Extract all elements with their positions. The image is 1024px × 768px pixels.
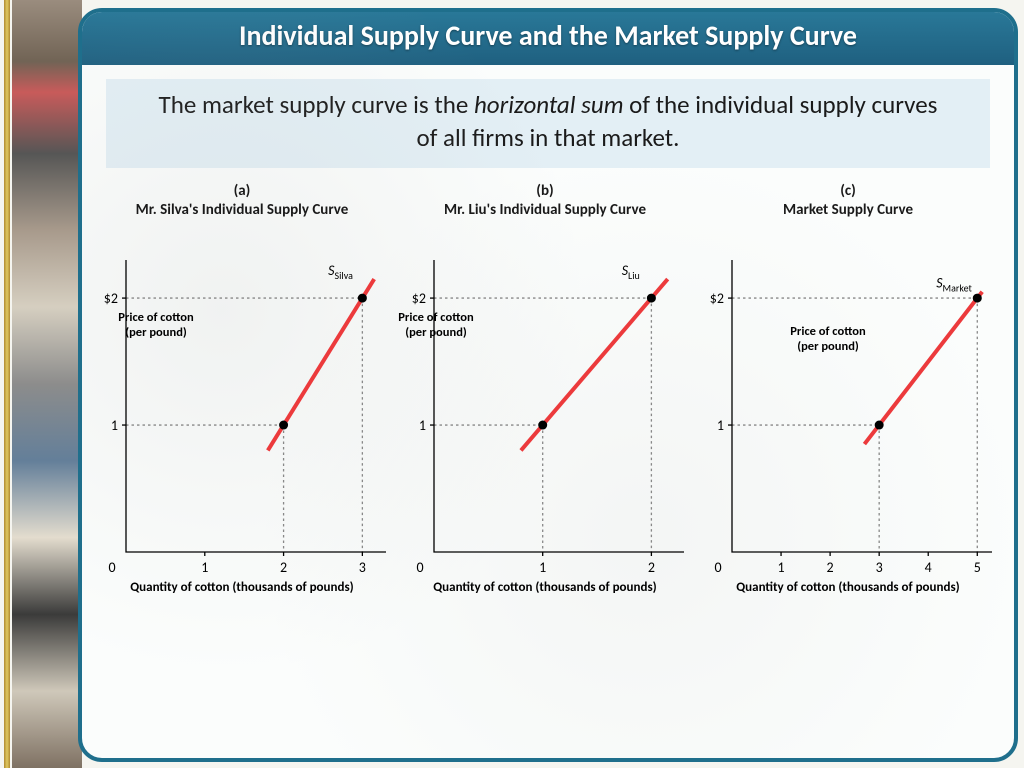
svg-text:4: 4 (925, 559, 932, 576)
svg-text:2: 2 (648, 559, 655, 576)
svg-text:2: 2 (280, 559, 287, 576)
subtitle-pre: The market supply curve is the (159, 89, 474, 120)
svg-text:1: 1 (201, 559, 208, 576)
chart-c: (c)Market Supply Curve Price of cotton (p… (698, 182, 998, 596)
x-axis-label: Quantity of cotton (thousands of pounds) (698, 580, 998, 596)
chart-title: (a)Mr. Silva's Individual Supply Curve (92, 182, 392, 242)
svg-text:1: 1 (111, 417, 118, 434)
supply-chart-svg: $2 1 0 1 2 3 4 5 SMarket (698, 242, 998, 582)
svg-text:0: 0 (416, 559, 423, 576)
svg-text:1: 1 (539, 559, 546, 576)
x-axis-label: Quantity of cotton (thousands of pounds) (400, 580, 690, 596)
svg-text:SSilva: SSilva (328, 262, 353, 282)
svg-text:$2: $2 (104, 290, 118, 307)
decorative-gold-bar (4, 0, 10, 768)
svg-text:$2: $2 (412, 290, 426, 307)
supply-chart-svg: $2 1 0 1 2 3 SSilva (92, 242, 392, 582)
svg-text:$2: $2 (710, 290, 724, 307)
chart-a: (a)Mr. Silva's Individual Supply Curve Pr… (92, 182, 392, 596)
charts-row: (a)Mr. Silva's Individual Supply Curve Pr… (82, 176, 1014, 606)
slide-frame: Individual Supply Curve and the Market S… (78, 8, 1018, 762)
x-axis-label: Quantity of cotton (thousands of pounds) (92, 580, 392, 596)
y-axis-label: Price of cotton (per pound) (116, 310, 196, 340)
decorative-photo-strip (12, 0, 82, 768)
slide-title: Individual Supply Curve and the Market S… (78, 8, 1018, 65)
slide-subtitle: The market supply curve is the horizonta… (106, 79, 990, 168)
y-axis-label: Price of cotton (per pound) (788, 324, 868, 354)
svg-text:2: 2 (827, 559, 834, 576)
chart-b: (b)Mr. Liu's Individual Supply CurvePric… (400, 182, 690, 596)
svg-text:SMarket: SMarket (936, 275, 972, 295)
chart-title: (b)Mr. Liu's Individual Supply Curve (400, 182, 690, 242)
svg-text:1: 1 (717, 417, 724, 434)
svg-text:1: 1 (778, 559, 785, 576)
svg-text:SLiu: SLiu (622, 262, 640, 282)
chart-title: (c)Market Supply Curve (698, 182, 998, 242)
supply-chart-svg: $2 1 0 1 2 SLiu (400, 242, 690, 582)
svg-text:3: 3 (359, 559, 366, 576)
svg-text:5: 5 (974, 559, 981, 576)
svg-text:0: 0 (714, 559, 721, 576)
svg-text:3: 3 (876, 559, 883, 576)
svg-text:0: 0 (108, 559, 115, 576)
svg-text:1: 1 (419, 417, 426, 434)
y-axis-label: Price of cotton (per pound) (396, 310, 476, 340)
subtitle-emphasis: horizontal sum (474, 89, 624, 120)
